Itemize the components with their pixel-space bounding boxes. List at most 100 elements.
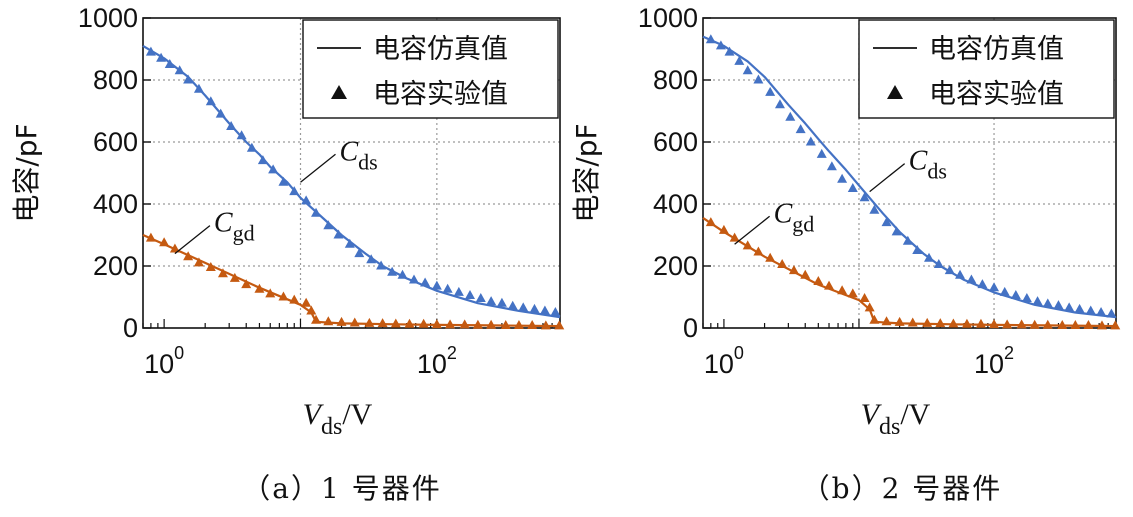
data-point bbox=[464, 289, 475, 299]
data-point bbox=[527, 320, 538, 330]
annotation-label-sub: ds bbox=[927, 159, 947, 184]
data-point bbox=[881, 217, 892, 227]
data-point bbox=[1053, 300, 1064, 310]
data-point bbox=[869, 204, 880, 214]
data-point bbox=[826, 161, 837, 171]
data-point bbox=[364, 317, 375, 327]
legend-box bbox=[858, 19, 1115, 119]
data-point bbox=[333, 229, 344, 239]
data-point bbox=[753, 74, 764, 84]
series-line bbox=[702, 216, 1117, 328]
data-point bbox=[977, 279, 988, 289]
legend-item: 电容仿真值 bbox=[317, 34, 508, 65]
data-point bbox=[397, 269, 408, 279]
x-axis-label-unit: /V bbox=[900, 398, 930, 431]
data-point bbox=[349, 317, 360, 327]
x-axis-label-main: V bbox=[861, 398, 883, 431]
data-point bbox=[847, 183, 858, 192]
data-point bbox=[891, 226, 902, 236]
data-point bbox=[217, 268, 228, 278]
data-point bbox=[265, 288, 276, 298]
data-point bbox=[475, 293, 486, 303]
data-point bbox=[1016, 319, 1027, 329]
data-point bbox=[1096, 307, 1107, 316]
data-point bbox=[278, 176, 289, 186]
annotation-label-sub: gd bbox=[233, 221, 255, 246]
data-point bbox=[1096, 320, 1107, 330]
data-point bbox=[902, 235, 913, 245]
x-axis-label: Vds/V bbox=[861, 398, 931, 440]
data-point bbox=[193, 83, 204, 93]
data-point bbox=[278, 291, 289, 301]
data-point bbox=[742, 65, 753, 75]
data-point bbox=[377, 318, 388, 328]
data-point bbox=[1074, 303, 1085, 313]
data-point bbox=[486, 296, 497, 306]
annotation-label: Cgd bbox=[774, 198, 815, 236]
tick-label-base: 10 bbox=[417, 349, 447, 379]
annotation-label: Cds bbox=[339, 136, 377, 174]
series-c-ds-scatter bbox=[145, 46, 561, 316]
x-axis-label-sub: ds bbox=[879, 414, 900, 440]
tick-label-x: 102 bbox=[417, 343, 457, 379]
data-point bbox=[496, 297, 507, 307]
data-point bbox=[742, 240, 753, 250]
legend-label: 电容实验值 bbox=[929, 79, 1064, 110]
data-point bbox=[409, 274, 420, 284]
legend-label: 电容仿真值 bbox=[373, 34, 508, 65]
annotation-label: Cgd bbox=[214, 208, 255, 246]
data-point bbox=[193, 257, 204, 267]
tick-label-y: 400 bbox=[93, 189, 138, 219]
plot-frame bbox=[142, 17, 561, 329]
legend-item: 电容实验值 bbox=[331, 79, 508, 110]
data-point bbox=[859, 293, 870, 303]
series-c-ds-line bbox=[702, 35, 1117, 319]
data-point bbox=[705, 34, 716, 44]
series-line bbox=[702, 35, 1117, 319]
data-point bbox=[518, 302, 529, 312]
series-c-gd-line bbox=[702, 216, 1117, 328]
data-point bbox=[788, 265, 799, 275]
data-point bbox=[289, 294, 300, 304]
data-point bbox=[550, 307, 561, 316]
annotation-label-sub: gd bbox=[792, 211, 814, 236]
data-point bbox=[922, 317, 933, 327]
data-point bbox=[311, 314, 322, 324]
data-point bbox=[226, 121, 237, 130]
legend-label: 电容实验值 bbox=[373, 79, 508, 110]
annotation-label-main: C bbox=[214, 208, 233, 239]
data-point bbox=[734, 55, 745, 65]
annotation-cds: Cds bbox=[300, 136, 378, 183]
data-point bbox=[183, 74, 194, 84]
series-c-ds-line bbox=[142, 44, 561, 319]
data-point bbox=[289, 186, 300, 196]
annotation-label-main: C bbox=[339, 136, 358, 167]
data-point bbox=[323, 220, 334, 230]
data-point bbox=[944, 265, 955, 275]
data-point bbox=[907, 317, 918, 327]
data-point bbox=[169, 243, 180, 253]
annotation-cgd: Cgd bbox=[174, 208, 255, 255]
data-point bbox=[390, 318, 401, 328]
annotation-leader bbox=[869, 163, 906, 193]
data-point bbox=[246, 142, 257, 152]
data-point bbox=[311, 207, 322, 217]
data-point bbox=[1042, 298, 1053, 308]
data-point bbox=[777, 258, 788, 268]
tick-label-y: 400 bbox=[653, 189, 698, 219]
data-point bbox=[445, 319, 456, 329]
series-c-ds-scatter bbox=[705, 34, 1117, 318]
data-point bbox=[529, 303, 540, 313]
data-point bbox=[961, 318, 972, 328]
data-point bbox=[376, 260, 387, 270]
data-point bbox=[935, 318, 946, 328]
x-axis-label-main: V bbox=[303, 398, 325, 431]
tick-label-x: 102 bbox=[974, 343, 1014, 379]
tick-label-y: 200 bbox=[93, 251, 138, 281]
tick-label-base: 10 bbox=[704, 349, 734, 379]
annotation-label-sub: ds bbox=[358, 149, 378, 174]
data-point bbox=[472, 319, 483, 329]
tick-label-y: 0 bbox=[683, 313, 698, 343]
